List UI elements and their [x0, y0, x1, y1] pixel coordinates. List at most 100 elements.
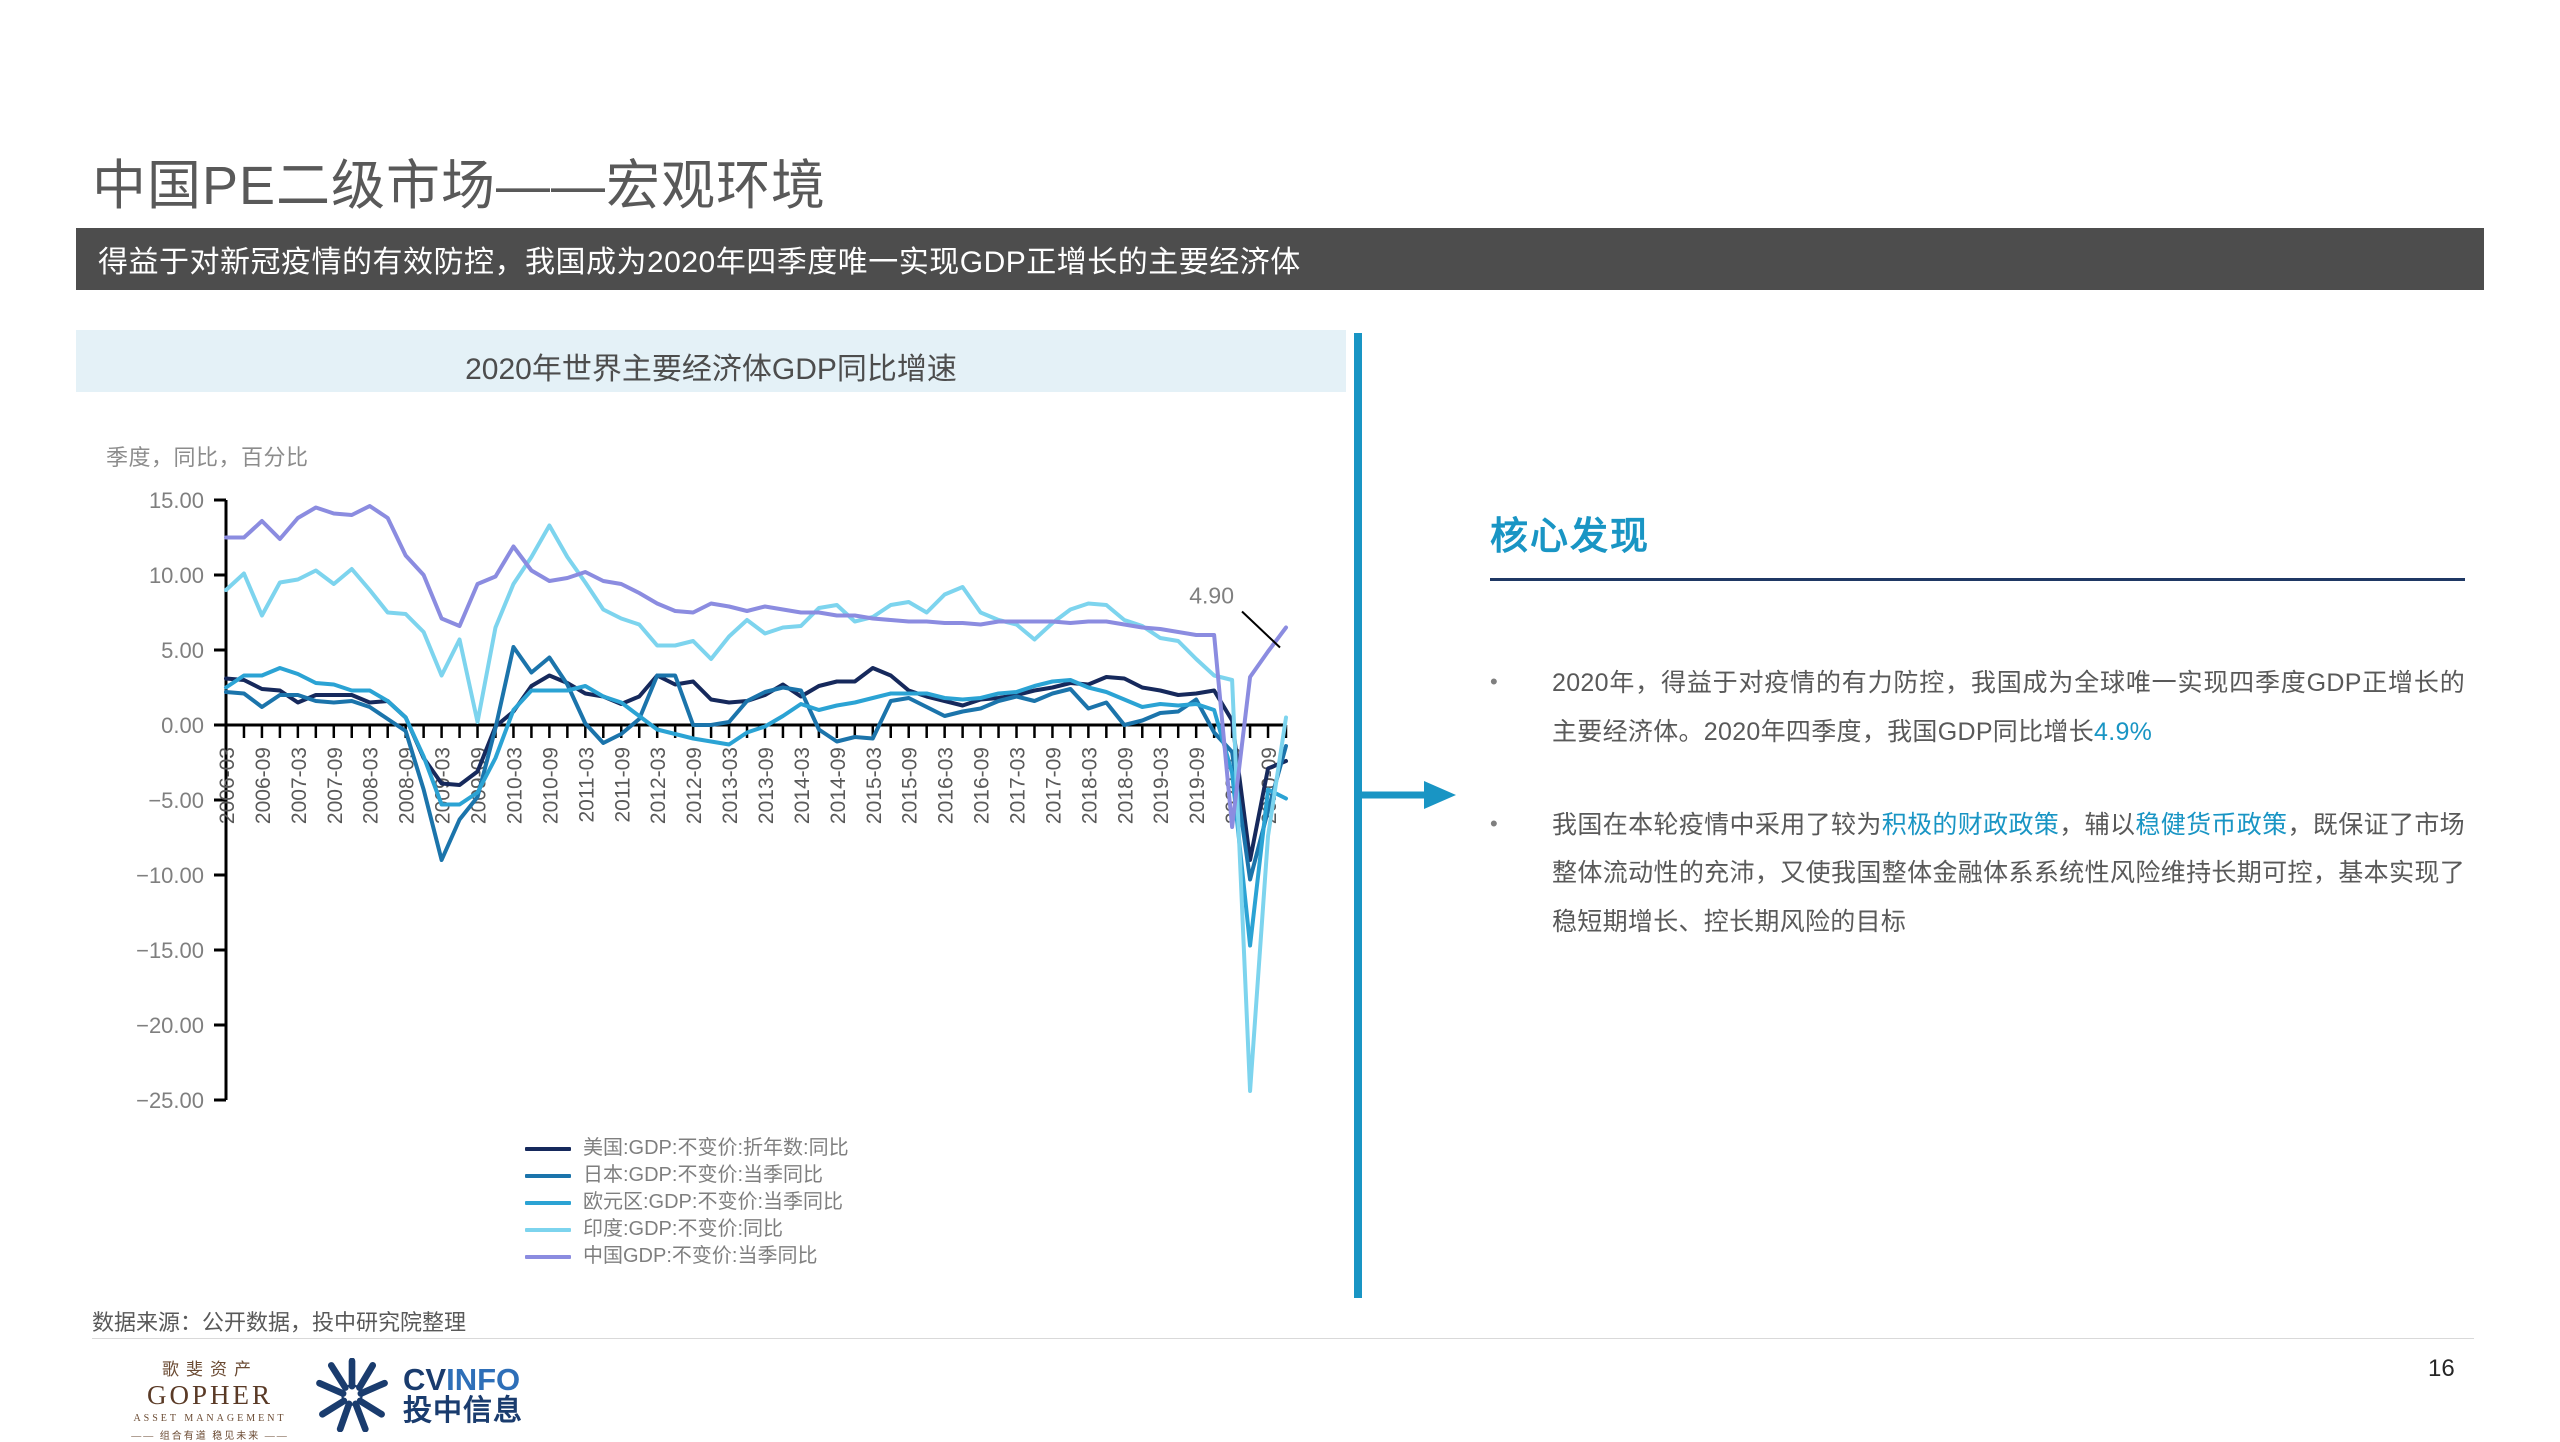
cvinfo-wordmark: CVINFO 投中信息	[403, 1361, 524, 1428]
chart-series-lines	[224, 504, 1288, 1093]
legend-swatch	[525, 1254, 571, 1259]
gopher-logo-tagline: —— 组合有道 稳见未来 ——	[131, 1431, 289, 1442]
chart-source-note: 数据来源：公开数据，投中研究院整理	[92, 1310, 467, 1335]
legend-label: 欧元区:GDP:不变价:当季同比	[583, 1191, 844, 1214]
chart-legend: 美国:GDP:不变价:折年数:同比 日本:GDP:不变价:当季同比 欧元区:GDP:…	[525, 1135, 849, 1270]
page-number: 16	[2428, 1355, 2455, 1382]
key-finding-span: ，既保证了市场整体流动性的充沛，又使我国整体金融体系系统性风险维持长期可控，基本…	[1552, 810, 2465, 937]
y-axis-tick-label: −10.00	[136, 863, 204, 888]
key-finding-item: • 我国在本轮疫情中采用了较为积极的财政政策，辅以稳健货币政策，既保证了市场整体流…	[1490, 801, 2465, 947]
legend-label: 印度:GDP:不变价:同比	[583, 1218, 784, 1241]
headline-banner-text: 得益于对新冠疫情的有效防控，我国成为2020年四季度唯一实现GDP正增长的主要经…	[98, 246, 1301, 279]
x-axis-tick-label: 2013-09	[755, 747, 778, 824]
chart-panel: 2020年世界主要经济体GDP同比增速 季度，同比，百分比 15.00 10.00…	[76, 330, 1346, 1330]
chart-line-4	[224, 504, 1288, 829]
x-axis-tick-label: 2013-03	[719, 747, 742, 824]
bullet-marker-icon: •	[1490, 669, 1498, 694]
key-finding-highlight: 4.9%	[2094, 717, 2153, 746]
x-axis-tick-label: 2008-09	[396, 747, 419, 824]
chart-line-3	[224, 523, 1288, 1093]
cvinfo-cv-text: CV	[403, 1361, 447, 1397]
x-axis-tick-label: 2018-09	[1114, 747, 1137, 824]
x-axis-tick-label: 2006-03	[216, 747, 239, 824]
x-axis-tick-label: 2008-03	[360, 747, 383, 824]
y-axis-tick-label: 15.00	[149, 488, 204, 513]
y-axis-tick-label: 5.00	[161, 638, 204, 663]
cvinfo-logo: CVINFO 投中信息	[315, 1358, 523, 1432]
legend-item[interactable]: 中国GDP:不变价:当季同比	[525, 1243, 849, 1270]
key-findings-list: • 2020年，得益于对疫情的有力防控，我国成为全球唯一实现四季度GDP正增长的主…	[1490, 659, 2465, 947]
x-axis-tick-label: 2019-09	[1186, 747, 1209, 824]
y-axis-tick-label: −15.00	[136, 938, 204, 963]
y-axis-tick-label: 0.00	[161, 713, 204, 738]
line-chart-svg: 15.00 10.00 5.00 0.00 −5.00 −10.00 −15.00 −20.0…	[136, 488, 1288, 1113]
x-axis-tick-label: 2014-03	[791, 747, 814, 824]
x-axis-tick-label: 2014-09	[827, 747, 850, 824]
key-finding-span: ，辅以	[2059, 810, 2136, 839]
key-findings-heading: 核心发现	[1490, 516, 1651, 558]
x-axis-tick-label: 2011-03	[575, 747, 598, 823]
legend-swatch	[525, 1227, 571, 1232]
key-finding-item: • 2020年，得益于对疫情的有力防控，我国成为全球唯一实现四季度GDP正增长的主…	[1490, 659, 2465, 757]
x-axis-tick-label: 2017-09	[1042, 747, 1065, 824]
legend-label: 美国:GDP:不变价:折年数:同比	[583, 1137, 849, 1160]
gopher-logo-sub: ASSET MANAGEMENT	[133, 1413, 287, 1425]
cvinfo-wordmark-top: CVINFO	[403, 1361, 523, 1397]
x-axis-tick-label: 2019-03	[1150, 747, 1173, 824]
y-axis-tick-label: 10.00	[149, 563, 204, 588]
x-axis-tick-label: 2007-03	[288, 747, 311, 824]
key-finding-span: 2020年，得益于对疫情的有力防控，我国成为全球唯一实现四季度GDP正增长的主要…	[1552, 669, 2465, 746]
headline-banner: 得益于对新冠疫情的有效防控，我国成为2020年四季度唯一实现GDP正增长的主要经…	[76, 228, 2484, 290]
x-axis-tick-label: 2015-09	[899, 747, 922, 824]
key-finding-text: 我国在本轮疫情中采用了较为积极的财政政策，辅以稳健货币政策，既保证了市场整体流动…	[1552, 801, 2465, 947]
gopher-logo-en: GOPHER	[146, 1380, 273, 1410]
key-finding-span: 我国在本轮疫情中采用了较为	[1552, 810, 1882, 839]
chart-annotations: 4.90	[1189, 583, 1281, 649]
x-axis-tick-label: 2010-09	[539, 747, 562, 824]
legend-swatch	[525, 1173, 571, 1178]
bullet-marker-icon: •	[1490, 810, 1498, 836]
key-findings-panel: 核心发现 • 2020年，得益于对疫情的有力防控，我国成为全球唯一实现四季度GDP…	[1490, 505, 2465, 991]
cvinfo-starburst-icon	[316, 1358, 388, 1432]
x-axis-tick-label: 2012-03	[647, 747, 670, 824]
x-axis-tick-label: 2018-03	[1078, 747, 1101, 824]
chart-title: 2020年世界主要经济体GDP同比增速	[465, 353, 957, 386]
gopher-logo-cn: 歌斐资产	[162, 1360, 258, 1379]
key-findings-rule	[1490, 578, 2465, 581]
legend-item[interactable]: 日本:GDP:不变价:当季同比	[525, 1162, 849, 1189]
x-axis-tick-label: 2011-09	[611, 747, 634, 823]
y-axis-tick-label: −5.00	[148, 788, 204, 813]
section-divider	[1354, 333, 1362, 1298]
page-title: 中国PE二级市场——宏观环境	[92, 156, 827, 217]
cvinfo-info-text: INFO	[446, 1361, 521, 1397]
legend-label: 中国GDP:不变价:当季同比	[583, 1245, 818, 1268]
chart-plot-area: 15.00 10.00 5.00 0.00 −5.00 −10.00 −15.00 −20.0…	[76, 470, 1346, 1230]
cvinfo-wordmark-cn: 投中信息	[403, 1395, 524, 1428]
chart-line-2	[224, 666, 1288, 948]
y-axis: 15.00 10.00 5.00 0.00 −5.00 −10.00 −15.00 −20.0…	[136, 488, 228, 1113]
footer-divider	[92, 1338, 2474, 1339]
y-axis-tick-label: −25.00	[136, 1088, 204, 1113]
x-axis-tick-label: 2012-09	[683, 747, 706, 824]
key-finding-highlight: 稳健货币政策	[2135, 810, 2288, 839]
key-finding-highlight: 积极的财政政策	[1881, 810, 2060, 839]
legend-item[interactable]: 欧元区:GDP:不变价:当季同比	[525, 1189, 849, 1216]
legend-item[interactable]: 美国:GDP:不变价:折年数:同比	[525, 1135, 849, 1162]
x-axis-tick-label: 2016-09	[971, 747, 994, 824]
chart-data-label: 4.90	[1189, 583, 1234, 609]
chart-axis-units-label: 季度，同比，百分比	[106, 445, 309, 470]
x-axis-tick-label: 2016-03	[935, 747, 958, 824]
x-axis-tick-label: 2015-03	[863, 747, 886, 824]
chart-line-1	[224, 645, 1288, 882]
legend-item[interactable]: 印度:GDP:不变价:同比	[525, 1216, 849, 1243]
x-axis-tick-label: 2007-09	[324, 747, 347, 824]
y-axis-tick-label: −20.00	[136, 1013, 204, 1038]
legend-label: 日本:GDP:不变价:当季同比	[583, 1164, 824, 1187]
legend-swatch	[525, 1146, 571, 1151]
x-axis-tick-label: 2010-03	[503, 747, 526, 824]
arrow-right-icon	[1358, 781, 1456, 809]
gopher-logo: 歌斐资产 GOPHER ASSET MANAGEMENT —— 组合有道 稳见未…	[120, 1355, 300, 1442]
x-axis-tick-label: 2017-03	[1007, 747, 1030, 824]
x-axis-tick-label: 2006-09	[252, 747, 275, 824]
key-finding-text: 2020年，得益于对疫情的有力防控，我国成为全球唯一实现四季度GDP正增长的主要…	[1552, 659, 2465, 757]
